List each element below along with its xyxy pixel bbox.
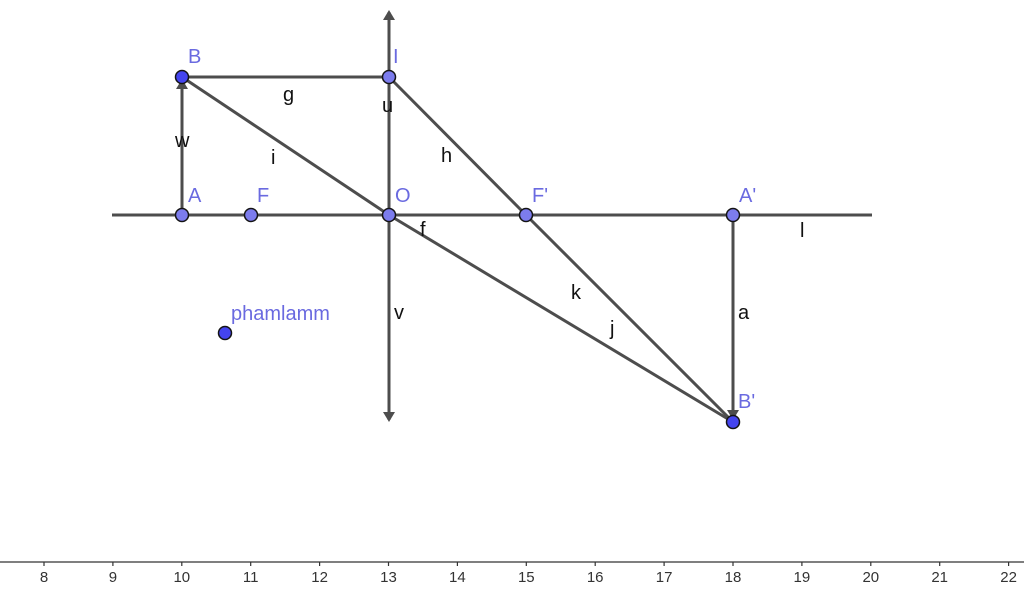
label-A-prime: A' bbox=[739, 185, 756, 207]
label-A: A bbox=[188, 185, 202, 207]
point-A[interactable] bbox=[174, 207, 190, 223]
x-axis-tick-label: 17 bbox=[656, 569, 673, 586]
label-B-prime: B' bbox=[738, 391, 755, 413]
x-axis-tick-label: 11 bbox=[243, 569, 259, 586]
point-F[interactable] bbox=[243, 207, 259, 223]
segment-f-j[interactable] bbox=[388, 213, 734, 424]
x-axis-tick-label: 20 bbox=[862, 569, 879, 586]
point-F-prime[interactable] bbox=[518, 207, 534, 223]
x-axis-tick-label: 21 bbox=[931, 569, 948, 586]
x-axis-tick-label: 16 bbox=[587, 569, 604, 586]
x-axis-tick-label: 10 bbox=[173, 569, 190, 586]
point-O[interactable] bbox=[381, 207, 397, 223]
label-F: F bbox=[257, 185, 269, 207]
x-axis-tick-label: 18 bbox=[725, 569, 742, 586]
segment-k[interactable] bbox=[524, 213, 735, 424]
point-I[interactable] bbox=[381, 69, 397, 85]
x-axis-tick-label: 22 bbox=[1000, 569, 1017, 586]
label-segment-f: f bbox=[420, 219, 426, 241]
x-axis-tick-label: 12 bbox=[311, 569, 328, 586]
x-axis-tick-label: 9 bbox=[109, 569, 117, 586]
label-I: I bbox=[393, 46, 399, 68]
label-segment-j: j bbox=[609, 318, 614, 340]
point-B-prime[interactable] bbox=[725, 414, 741, 430]
x-axis-tick-label: 8 bbox=[40, 569, 48, 586]
x-axis-tick-label: 14 bbox=[449, 569, 466, 586]
point-A-prime[interactable] bbox=[725, 207, 741, 223]
label-segment-k: k bbox=[571, 282, 582, 304]
label-O: O bbox=[395, 185, 411, 207]
label-segment-h: h bbox=[441, 145, 452, 167]
label-segment-i: i bbox=[271, 147, 275, 169]
label-segment-g: g bbox=[283, 84, 294, 106]
point-B[interactable] bbox=[174, 69, 190, 85]
x-axis-tick-label: 13 bbox=[380, 569, 397, 586]
label-segment-u: u bbox=[382, 95, 393, 117]
point-phamlamm[interactable] bbox=[217, 325, 233, 341]
x-axis-ticks: 8 9 10 11 12 13 14 15 16 17 18 19 20 21 22 bbox=[40, 562, 1017, 586]
label-F-prime: F' bbox=[532, 185, 548, 207]
label-segment-l: l bbox=[800, 220, 804, 242]
x-axis-tick-label: 19 bbox=[794, 569, 811, 586]
label-segment-w: w bbox=[174, 130, 190, 152]
label-segment-v: v bbox=[394, 302, 404, 324]
segment-i[interactable] bbox=[181, 75, 390, 217]
label-segment-a: a bbox=[738, 302, 750, 324]
x-axis-tick-label: 15 bbox=[518, 569, 535, 586]
segment-h[interactable] bbox=[387, 75, 528, 217]
label-B: B bbox=[188, 46, 201, 68]
label-phamlamm: phamlamm bbox=[231, 303, 330, 325]
